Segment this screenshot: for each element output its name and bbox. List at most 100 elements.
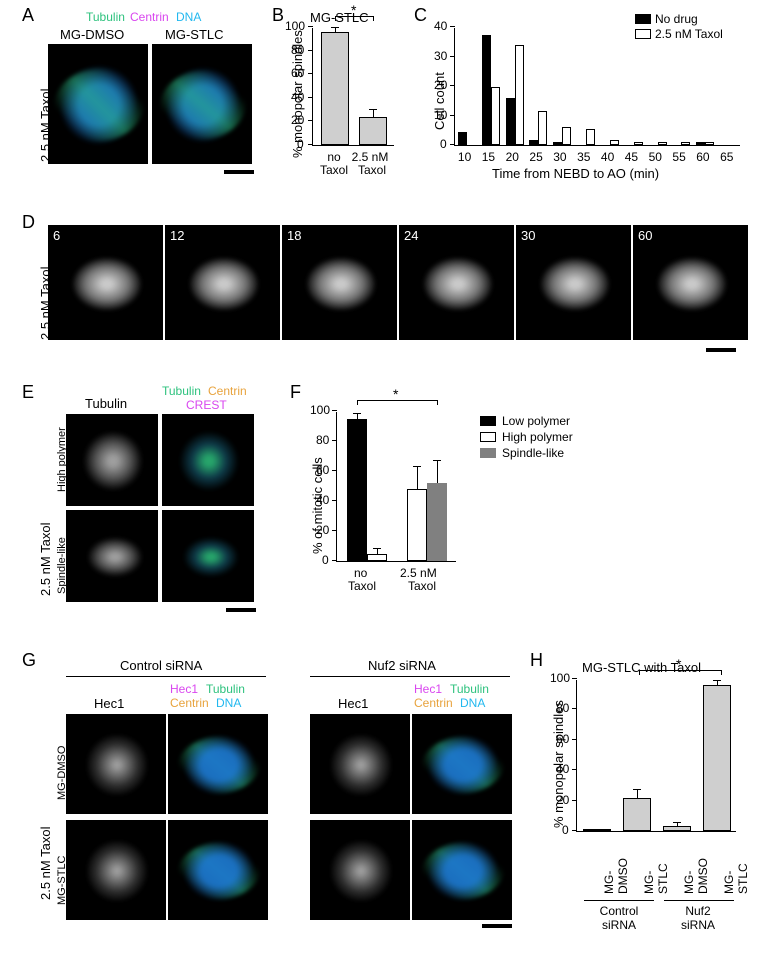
g-ch-cen-b: Centrin	[414, 696, 453, 710]
panel-g-label: G	[22, 650, 36, 671]
h-xlab-2: MG- DMSO	[682, 858, 710, 894]
d-frame-24: 24	[399, 225, 514, 340]
g-ch-hec1-b: Hec1	[414, 682, 442, 696]
e-img-12	[162, 414, 254, 506]
panel-f-label: F	[290, 382, 301, 403]
panel-e-label: E	[22, 382, 34, 403]
b-yt2: 40	[291, 90, 304, 104]
panel-d-label: D	[22, 212, 35, 233]
f-g1a: no	[354, 566, 367, 580]
h-bar-3	[703, 685, 731, 831]
panel-a-label: A	[22, 5, 34, 26]
f-leg3: Spindle-like	[502, 446, 564, 460]
d-label-30: 30	[521, 228, 535, 243]
h-bar-2	[663, 826, 691, 831]
f-yt1: 20	[316, 523, 329, 537]
c-bar-white-45	[634, 142, 643, 145]
c-bar-black-30	[553, 142, 562, 145]
b-yt5: 100	[285, 19, 305, 33]
d-label-6: 6	[53, 228, 60, 243]
f-yt5: 100	[310, 403, 330, 417]
e-img-22	[162, 510, 254, 602]
a-ch-tubulin: Tubulin	[86, 10, 125, 24]
c-chart: 0 10 20 30 40 No drug 2.5 nM Taxol	[454, 28, 740, 146]
a-ch-centrin: Centrin	[130, 10, 169, 24]
f-leg1-sw	[480, 416, 496, 426]
f-b22	[427, 483, 447, 561]
b-bar-2	[359, 117, 387, 145]
c-leg-1: No drug	[655, 12, 698, 26]
panel-e-side: 2.5 nM Taxol	[38, 523, 53, 596]
d-frame-6: 6	[48, 225, 163, 340]
f-yt4: 80	[316, 433, 329, 447]
d-label-18: 18	[287, 228, 301, 243]
c-xt-60: 60	[696, 150, 709, 164]
g-ch-cen: Centrin	[170, 696, 209, 710]
h-gl1: Control siRNA	[594, 904, 644, 932]
c-yt2: 20	[434, 78, 447, 92]
h-sig: *	[676, 656, 681, 672]
g-img-g1-r1-c0	[310, 820, 410, 920]
a-img-2	[152, 44, 252, 164]
b-yt1: 20	[291, 113, 304, 127]
h-yt0: 0	[562, 823, 569, 837]
c-xt-55: 55	[672, 150, 685, 164]
c-xt-30: 30	[553, 150, 566, 164]
h-yt2: 40	[556, 762, 569, 776]
c-bar-white-35	[586, 129, 595, 145]
g-col1-b: Hec1	[338, 696, 368, 711]
f-leg1: Low polymer	[502, 414, 570, 428]
d-frame-30: 30	[516, 225, 631, 340]
b-bar-1	[321, 32, 349, 145]
c-xt-35: 35	[577, 150, 590, 164]
c-yt3: 30	[434, 49, 447, 63]
g-group2: Nuf2 siRNA	[368, 658, 436, 673]
h-title: MG-STLC with Taxol	[582, 660, 701, 675]
h-bar-0	[583, 829, 611, 831]
b-x2b: Taxol	[352, 163, 392, 177]
h-yt5: 100	[550, 671, 570, 685]
d-frame-60: 60	[633, 225, 748, 340]
a-col2: MG-STLC	[165, 27, 224, 42]
g-img-g1-r0-c0	[310, 714, 410, 814]
c-xt-10: 10	[458, 150, 471, 164]
g-ch-dna: DNA	[216, 696, 241, 710]
f-yt3: 60	[316, 463, 329, 477]
c-yt1: 10	[434, 108, 447, 122]
f-g2a: 2.5 nM	[400, 566, 437, 580]
a-img-1	[48, 44, 148, 164]
f-sig: *	[393, 386, 398, 402]
c-bar-black-25	[529, 140, 538, 145]
h-yt3: 60	[556, 732, 569, 746]
g-img-g0-r1-c1	[168, 820, 268, 920]
c-bar-black-15	[482, 35, 491, 145]
d-label-60: 60	[638, 228, 652, 243]
e-ch-crest: CREST	[186, 398, 227, 412]
g-group1: Control siRNA	[120, 658, 202, 673]
e-ch-cen: Centrin	[208, 384, 247, 398]
c-xt-50: 50	[649, 150, 662, 164]
h-xlab-1: MG- STLC	[642, 863, 670, 894]
a-scalebar	[224, 170, 254, 174]
c-bar-white-15	[491, 87, 500, 145]
c-bar-black-20	[506, 98, 515, 145]
h-chart: 0 20 40 60 80 100 *	[576, 680, 736, 832]
e-img-21	[66, 510, 158, 602]
c-xt-45: 45	[625, 150, 638, 164]
b-chart: 0 20 40 60 80 100 *	[312, 28, 394, 146]
g-img-g0-r0-c1	[168, 714, 268, 814]
f-g2b: Taxol	[408, 579, 436, 593]
f-chart: 0 20 40 60 80 100 *	[336, 412, 456, 562]
b-yt0: 0	[297, 137, 304, 151]
g-img-g0-r0-c0	[66, 714, 166, 814]
d-label-12: 12	[170, 228, 184, 243]
c-bar-black-10	[458, 132, 467, 145]
b-x1b: Taxol	[314, 163, 354, 177]
c-bar-white-60	[705, 142, 714, 145]
f-yt2: 40	[316, 493, 329, 507]
b-x1a: no	[320, 150, 348, 164]
e-col1: Tubulin	[85, 396, 127, 411]
panel-g-side: 2.5 nM Taxol	[38, 827, 53, 900]
e-scalebar	[226, 608, 256, 612]
f-leg2: High polymer	[502, 430, 573, 444]
